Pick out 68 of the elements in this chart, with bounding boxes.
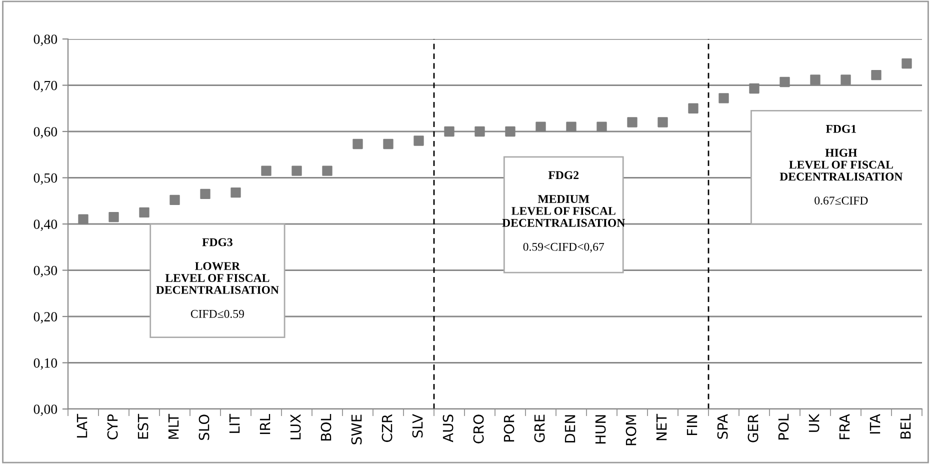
y-tick-label: 0,50 xyxy=(34,173,58,185)
point xyxy=(627,117,638,128)
point xyxy=(902,58,912,69)
point xyxy=(718,93,729,104)
x-tick-label: LAT xyxy=(76,414,88,438)
x-tick-label: POR xyxy=(504,414,514,442)
point xyxy=(780,76,790,88)
x-tick-label: FRA xyxy=(839,414,850,440)
x-tick-label: GER xyxy=(748,414,758,442)
x-tick-label: HUN xyxy=(595,415,606,444)
y-tick-label: 0,00 xyxy=(34,404,58,416)
x-tick-label: POL xyxy=(778,414,789,440)
x-tick-label: UK xyxy=(808,414,820,432)
x-tick-label: BEL xyxy=(900,414,911,439)
x-tick-label: CZR xyxy=(382,414,392,442)
point xyxy=(596,122,607,132)
point xyxy=(474,126,485,137)
x-tick-label: MLT xyxy=(168,414,179,439)
point xyxy=(352,138,363,150)
x-tick-label: SLO xyxy=(198,414,210,440)
point xyxy=(840,74,851,85)
point xyxy=(444,126,454,137)
point xyxy=(261,166,272,176)
x-tick-label: AUS xyxy=(442,414,454,442)
x-tick-label: DEN xyxy=(564,415,576,442)
point xyxy=(871,70,882,80)
point xyxy=(292,166,302,176)
point xyxy=(383,138,394,150)
x-tick-label: CYP xyxy=(107,414,118,440)
y-tick-label: 0,20 xyxy=(34,312,58,324)
x-tick-label: SLV xyxy=(412,414,423,438)
point xyxy=(230,187,241,198)
text: FDG1 HIGH LEVEL OF FISCAL DECENTRALISATION 0.67≤CIFD xyxy=(780,124,903,205)
x-tick-label: LIT xyxy=(229,414,240,433)
point xyxy=(108,212,119,222)
text: FDG2 MEDIUM LEVEL OF FISCAL DECENTRALISATION 0.59<CIFD<0,67 xyxy=(502,171,626,253)
x-tick-label: SWE xyxy=(351,414,362,444)
text: FDG3 LOWER LEVEL OF FISCAL DECENTRALISATION CIFD≤0.59 xyxy=(156,238,279,318)
point xyxy=(810,74,820,85)
point xyxy=(536,122,546,132)
y-tick-label: 0,70 xyxy=(34,80,58,92)
point xyxy=(78,214,88,224)
x-tick-label: CRO xyxy=(473,414,484,444)
y-tick-label: 0,30 xyxy=(34,266,58,278)
point xyxy=(170,194,180,206)
point xyxy=(505,126,516,137)
point xyxy=(688,103,698,114)
x-tick-label: BOL xyxy=(320,414,332,440)
x-tick-label: LUX xyxy=(290,414,301,440)
x-tick-label: ROM xyxy=(626,415,636,446)
x-tick-label: FIN xyxy=(686,415,698,435)
point xyxy=(322,166,332,176)
point xyxy=(200,188,210,200)
x-tick-label: GRE xyxy=(534,414,545,442)
y-tick-label: 0,80 xyxy=(34,34,58,46)
point xyxy=(749,83,760,94)
point xyxy=(658,117,668,128)
x-tick-label: IRL xyxy=(260,414,270,434)
y-tick-label: 0,40 xyxy=(34,220,58,231)
point xyxy=(566,122,576,132)
x-tick-label: NET xyxy=(656,414,667,440)
y-tick-label: 0,10 xyxy=(34,358,58,370)
y-tick-label: 0,60 xyxy=(34,127,58,138)
x-tick-label: ITA xyxy=(870,414,880,434)
x-tick-label: EST xyxy=(138,414,148,439)
point xyxy=(414,136,424,146)
x-tick-label: SPA xyxy=(717,414,728,439)
point xyxy=(139,207,150,218)
